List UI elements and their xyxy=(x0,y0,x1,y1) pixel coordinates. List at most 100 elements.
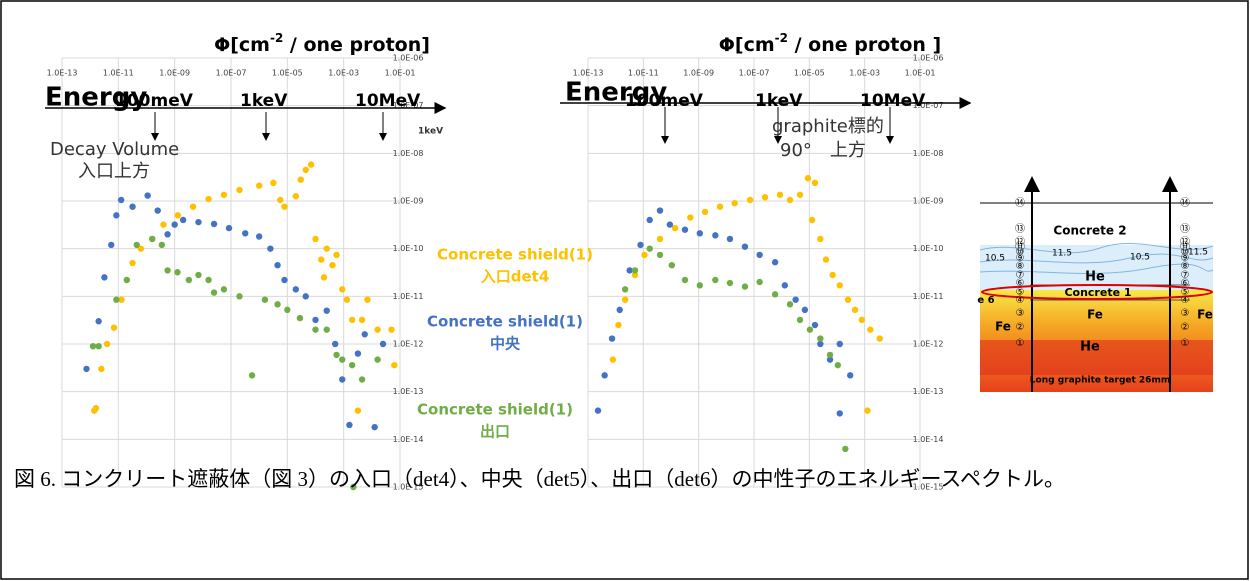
data-point xyxy=(837,282,843,288)
data-point xyxy=(149,236,155,242)
page: 1.0E-131.0E-111.0E-091.0E-071.0E-051.0E-… xyxy=(0,0,1250,581)
legend-label: Concrete shield(1) xyxy=(417,401,573,419)
diagram-marker: ⑭ xyxy=(1180,197,1190,209)
data-point xyxy=(845,296,851,302)
data-point xyxy=(118,197,124,203)
diagram-marker: ⑭ xyxy=(1015,197,1025,209)
x-tick-label: 1.0E-13 xyxy=(47,69,78,78)
energy-mark: 10MeV xyxy=(355,91,421,111)
legend-label: Concrete shield(1) xyxy=(427,313,583,331)
data-point xyxy=(95,318,101,324)
data-point xyxy=(281,203,287,209)
data-point xyxy=(622,296,628,302)
data-point xyxy=(355,350,361,356)
data-point xyxy=(95,343,101,349)
data-point xyxy=(609,335,615,341)
data-point xyxy=(672,225,678,231)
data-point xyxy=(787,197,793,203)
y-tick-label: 1.0E-12 xyxy=(393,340,424,349)
data-point xyxy=(812,322,818,328)
y-tick-label: 1.0E-14 xyxy=(393,435,424,444)
data-point xyxy=(762,194,768,200)
data-point xyxy=(712,277,718,283)
data-point xyxy=(281,277,287,283)
diagram-label: 11.5 xyxy=(1188,248,1208,258)
y-tick-label: 1.0E-08 xyxy=(393,149,424,158)
data-point xyxy=(284,307,290,313)
data-point xyxy=(805,175,811,181)
data-point xyxy=(318,256,324,262)
diagram-label: Fe xyxy=(1197,308,1213,322)
data-point xyxy=(812,180,818,186)
data-point xyxy=(867,326,873,332)
data-point xyxy=(837,341,843,347)
data-point xyxy=(359,317,365,323)
data-point xyxy=(877,335,883,341)
data-point xyxy=(324,307,330,313)
data-point xyxy=(747,197,753,203)
data-point xyxy=(298,176,304,182)
data-point xyxy=(274,262,280,268)
annotation: 入口上方 xyxy=(78,161,150,182)
data-point xyxy=(772,291,778,297)
data-point xyxy=(186,277,192,283)
annotation: graphite標的 xyxy=(772,116,884,137)
data-point xyxy=(777,192,783,198)
data-point xyxy=(622,286,628,292)
data-point xyxy=(697,282,703,288)
data-point xyxy=(277,197,283,203)
data-point xyxy=(835,362,841,368)
chart-title: Φ[cm-2 / one proton] xyxy=(214,31,430,56)
x-tick-label: 1.0E-05 xyxy=(794,69,825,78)
data-point xyxy=(293,286,299,292)
data-point xyxy=(226,225,232,231)
data-point xyxy=(344,296,350,302)
data-point xyxy=(852,307,858,313)
data-point xyxy=(124,277,130,283)
data-point xyxy=(682,226,688,232)
data-point xyxy=(164,267,170,273)
energy-mark: 100meV xyxy=(115,91,194,111)
data-point xyxy=(83,366,89,372)
diagram-label: Long graphite target 26mm xyxy=(1030,376,1170,386)
data-point xyxy=(293,193,299,199)
data-point xyxy=(339,376,345,382)
data-point xyxy=(111,324,117,330)
data-point xyxy=(374,356,380,362)
title-part: Φ[cm xyxy=(214,34,270,56)
data-point xyxy=(380,341,386,347)
x-tick-label: 1.0E-01 xyxy=(905,69,936,78)
data-point xyxy=(303,293,309,299)
y-tick-label: 1.0E-08 xyxy=(913,149,944,158)
diagram-label: He xyxy=(1085,270,1105,285)
caption: 図 6. コンクリート遮蔽体（図 3）の入口（det4）、中央（det5）、出口… xyxy=(14,462,1236,496)
data-point xyxy=(113,296,119,302)
data-point xyxy=(830,272,836,278)
data-point xyxy=(595,407,601,413)
data-point xyxy=(174,269,180,275)
data-point xyxy=(205,196,211,202)
annotation: Decay Volume xyxy=(50,139,179,160)
data-point xyxy=(312,326,318,332)
data-point xyxy=(742,243,748,249)
diagram-label: e 6 xyxy=(977,295,994,306)
energy-mark: 10MeV xyxy=(860,91,926,111)
y-tick-label: 1.0E-10 xyxy=(393,244,424,253)
data-point xyxy=(842,446,848,452)
data-point xyxy=(262,296,268,302)
data-point xyxy=(827,352,833,358)
data-point xyxy=(742,283,748,289)
data-point xyxy=(817,335,823,341)
legend-label: Concrete shield(1) xyxy=(437,246,593,264)
data-point xyxy=(641,252,647,258)
energy-mark: 1keV xyxy=(240,91,288,111)
legend-label: 中央 xyxy=(490,335,521,353)
data-point xyxy=(772,259,778,265)
data-point xyxy=(98,366,104,372)
data-point xyxy=(329,262,335,268)
data-point xyxy=(727,280,733,286)
data-point xyxy=(180,217,186,223)
diagram-marker: ① xyxy=(1181,338,1190,349)
diagram-label: 11.5 xyxy=(1052,249,1072,259)
data-point xyxy=(859,317,865,323)
